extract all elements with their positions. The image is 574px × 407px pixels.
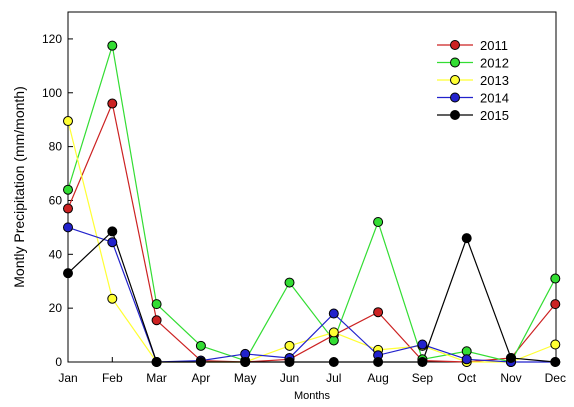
legend-marker-2014 bbox=[450, 92, 460, 103]
data-point-2012 bbox=[151, 299, 162, 310]
legend-label-2012: 2012 bbox=[480, 56, 509, 71]
y-tick-label: 80 bbox=[49, 140, 63, 154]
data-point-2015 bbox=[550, 357, 561, 367]
legend-label-2013: 2013 bbox=[480, 73, 509, 88]
x-tick-label: Jun bbox=[280, 371, 299, 385]
data-point-2012 bbox=[107, 40, 118, 51]
x-tick-label: Mar bbox=[146, 371, 167, 385]
data-point-2011 bbox=[151, 315, 162, 326]
data-point-2012 bbox=[550, 273, 561, 284]
data-point-2015 bbox=[107, 226, 118, 237]
data-point-2012 bbox=[195, 340, 206, 351]
y-tick-label: 60 bbox=[49, 193, 63, 207]
x-tick-label: Apr bbox=[192, 371, 211, 385]
data-point-2014 bbox=[417, 339, 428, 350]
data-point-2012 bbox=[63, 184, 73, 195]
y-tick-label: 0 bbox=[55, 355, 62, 369]
y-axis-label: Montly Precipitation (mm/month) bbox=[11, 86, 27, 288]
x-tick-label: Nov bbox=[500, 371, 521, 385]
series-line-2012 bbox=[67, 45, 556, 363]
x-tick-label: Jul bbox=[326, 371, 341, 385]
data-point-2015 bbox=[461, 233, 472, 244]
x-tick-label: Dec bbox=[545, 371, 566, 385]
data-point-2015 bbox=[63, 268, 73, 279]
data-point-2015 bbox=[240, 357, 251, 367]
x-tick-label: Sep bbox=[412, 371, 434, 385]
data-point-2013 bbox=[328, 327, 339, 338]
data-point-2014 bbox=[107, 237, 118, 248]
data-point-2014 bbox=[63, 222, 73, 233]
x-axis-label: Months bbox=[294, 390, 331, 402]
data-point-2015 bbox=[151, 357, 162, 367]
x-axis-ticks: Jan Feb Mar Apr May Jun Jul Aug Sep Oct Nov Dec bbox=[58, 357, 566, 385]
legend-label-2014: 2014 bbox=[480, 91, 509, 106]
y-axis-ticks: 0 20 40 60 80 100 120 bbox=[42, 32, 73, 369]
y-tick-label: 40 bbox=[49, 247, 63, 261]
x-tick-label: Oct bbox=[457, 371, 476, 385]
data-point-2015 bbox=[506, 352, 516, 363]
data-point-2014 bbox=[328, 308, 339, 319]
data-point-2011 bbox=[373, 307, 384, 318]
data-point-2013 bbox=[107, 293, 118, 304]
x-tick-label: Aug bbox=[367, 371, 388, 385]
y-tick-label: 120 bbox=[42, 32, 62, 46]
legend-marker-2015 bbox=[450, 110, 460, 120]
y-tick-label: 100 bbox=[42, 86, 62, 100]
x-tick-label: Jan bbox=[58, 371, 77, 385]
series-line-2013 bbox=[67, 120, 556, 363]
x-tick-label: May bbox=[234, 371, 257, 385]
data-point-2015 bbox=[328, 357, 339, 367]
data-point-2013 bbox=[284, 340, 295, 351]
legend-marker-2011 bbox=[450, 40, 460, 50]
data-point-2015 bbox=[284, 357, 295, 367]
y-tick-label: 20 bbox=[49, 301, 63, 315]
data-point-2015 bbox=[417, 357, 428, 367]
data-point-2012 bbox=[284, 277, 295, 288]
series-line-2015 bbox=[67, 230, 556, 363]
x-tick-label: Feb bbox=[102, 371, 123, 385]
data-point-2013 bbox=[63, 116, 73, 127]
data-point-2011 bbox=[107, 98, 118, 109]
series-line-2011 bbox=[67, 101, 556, 363]
data-point-2011 bbox=[550, 299, 561, 310]
legend-marker-2012 bbox=[450, 57, 460, 68]
data-point-2012 bbox=[373, 217, 384, 227]
legend: 2011 2012 2013 2014 2015 bbox=[437, 38, 509, 123]
data-point-2015 bbox=[373, 357, 384, 367]
data-point-2014 bbox=[461, 354, 472, 365]
legend-marker-2013 bbox=[450, 75, 460, 85]
legend-label-2011: 2011 bbox=[480, 38, 508, 53]
series-layer bbox=[63, 40, 561, 367]
series-line-2014 bbox=[67, 226, 556, 363]
data-point-2011 bbox=[63, 203, 73, 214]
legend-label-2015: 2015 bbox=[480, 108, 509, 123]
data-point-2013 bbox=[550, 339, 561, 350]
data-point-2015 bbox=[195, 357, 206, 367]
